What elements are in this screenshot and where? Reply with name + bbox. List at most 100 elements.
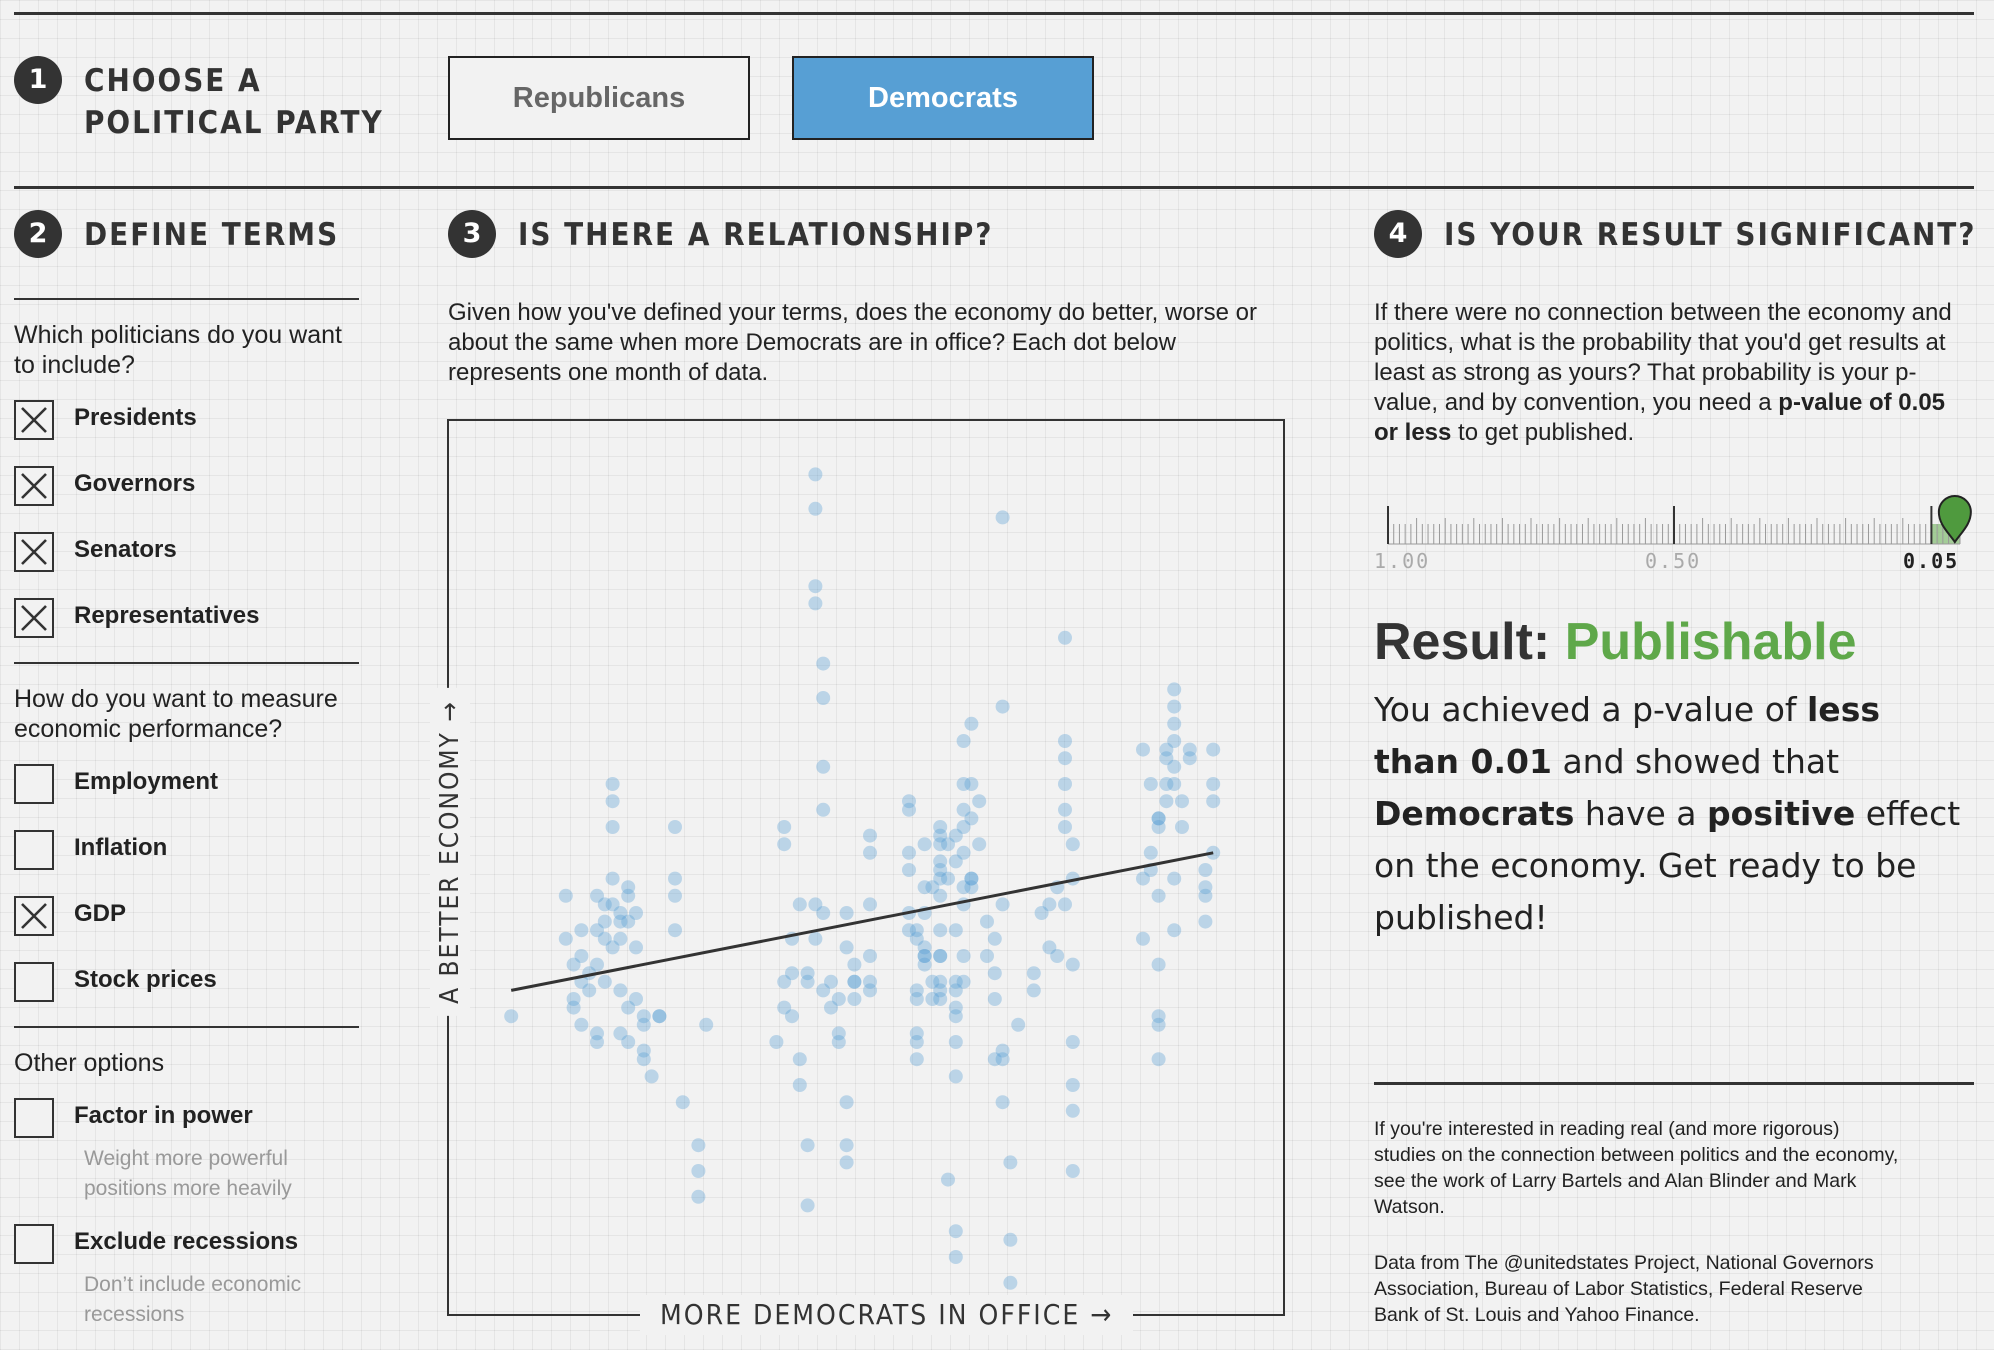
data-point [956, 777, 971, 791]
data-point [1003, 1275, 1018, 1290]
data-point [964, 871, 979, 886]
checkbox[interactable] [14, 400, 54, 440]
data-point [863, 949, 877, 963]
republicans-button[interactable]: Republicans [448, 56, 750, 140]
data-point [1167, 923, 1182, 938]
data-point [644, 1069, 659, 1084]
checkbox[interactable] [14, 532, 54, 572]
x-axis-label: MORE DEMOCRATS IN OFFICE → [640, 1295, 1134, 1335]
data-point [629, 992, 643, 1006]
data-point [636, 1009, 651, 1024]
data-point [605, 940, 620, 955]
data-point [605, 794, 620, 809]
data-point [1167, 759, 1182, 774]
data-point [800, 1198, 815, 1213]
data-point [1167, 716, 1182, 731]
data-point [863, 983, 877, 998]
data-point [566, 957, 581, 972]
data-point [917, 949, 932, 963]
data-point [1151, 1017, 1166, 1032]
step-3-title: IS THERE A RELATIONSHIP? [518, 217, 994, 253]
data-point [1136, 931, 1150, 946]
data-point [824, 1000, 838, 1015]
data-point [816, 983, 831, 998]
checkbox[interactable] [14, 764, 54, 804]
data-point [691, 1189, 706, 1204]
data-points [504, 467, 1221, 1290]
data-point [1198, 880, 1213, 895]
data-point [987, 992, 1002, 1006]
data-point [909, 983, 924, 998]
data-point [917, 940, 932, 955]
data-point [621, 880, 636, 895]
data-point [636, 1017, 651, 1032]
data-point [956, 734, 971, 748]
data-point [621, 1000, 636, 1015]
data-point [1026, 966, 1041, 981]
data-point [847, 957, 862, 972]
checkbox[interactable] [14, 598, 54, 638]
step-3-badge: 3 [448, 210, 496, 258]
data-point [933, 992, 948, 1006]
checkbox[interactable] [14, 830, 54, 870]
data-point [558, 931, 573, 946]
data-point [902, 863, 916, 877]
top-rule [14, 12, 1974, 15]
data-point [777, 837, 792, 852]
data-point [808, 579, 823, 594]
data-point [800, 1138, 815, 1153]
checkbox[interactable] [14, 1224, 54, 1264]
checkbox-label: GDP [74, 900, 127, 927]
check-x-icon [21, 407, 47, 433]
data-point [629, 906, 643, 920]
data-point [1182, 751, 1197, 766]
checkbox-label: Senators [74, 536, 177, 563]
explain-bold: less than 0.01 [1374, 690, 1880, 781]
democrats-button[interactable]: Democrats [792, 56, 1094, 140]
explain-text: effect on the economy. Get ready to be p… [1374, 794, 1961, 937]
scale-label-005: 0.05 [1903, 549, 1960, 573]
data-point [1151, 811, 1166, 826]
data-point [863, 897, 877, 912]
check-x-icon [21, 473, 47, 499]
checkbox[interactable] [14, 962, 54, 1002]
data-point [613, 906, 628, 920]
data-point [909, 1026, 924, 1041]
data-point [909, 1052, 924, 1067]
data-point [621, 1035, 636, 1049]
data-point [995, 1043, 1010, 1058]
data-point [933, 888, 948, 903]
data-point [948, 974, 963, 989]
chart-frame [447, 419, 1285, 1316]
data-point [1151, 811, 1166, 826]
checkbox-label: Representatives [74, 602, 260, 629]
step-3-description: Given how you've defined your terms, doe… [448, 299, 1258, 386]
checkbox[interactable] [14, 1098, 54, 1138]
checkbox-label: Exclude recessions [74, 1228, 299, 1255]
data-point [636, 1043, 651, 1058]
data-point [933, 820, 948, 834]
data-point [1058, 802, 1072, 817]
data-point [987, 1052, 1002, 1067]
data-point [948, 1000, 963, 1015]
p-value-scale [1387, 495, 1972, 545]
data-point [800, 966, 815, 981]
data-point [933, 828, 948, 843]
step-4-title: IS YOUR RESULT SIGNIFICANT? [1444, 217, 1977, 253]
data-point [956, 820, 971, 834]
result-value: Publishable [1564, 613, 1857, 671]
data-point [590, 1026, 604, 1041]
data-point [777, 1000, 792, 1015]
data-point [1198, 914, 1213, 929]
result-explanation: You achieved a p-value of less than 0.01… [1374, 684, 1974, 944]
data-point [956, 802, 971, 817]
data-point [808, 897, 823, 912]
data-point [816, 802, 831, 817]
data-point [613, 1026, 628, 1041]
data-point [785, 966, 799, 981]
data-point [1167, 777, 1182, 791]
checkbox[interactable] [14, 466, 54, 506]
data-point [839, 940, 854, 955]
checkbox[interactable] [14, 896, 54, 936]
data-point [675, 1095, 690, 1110]
